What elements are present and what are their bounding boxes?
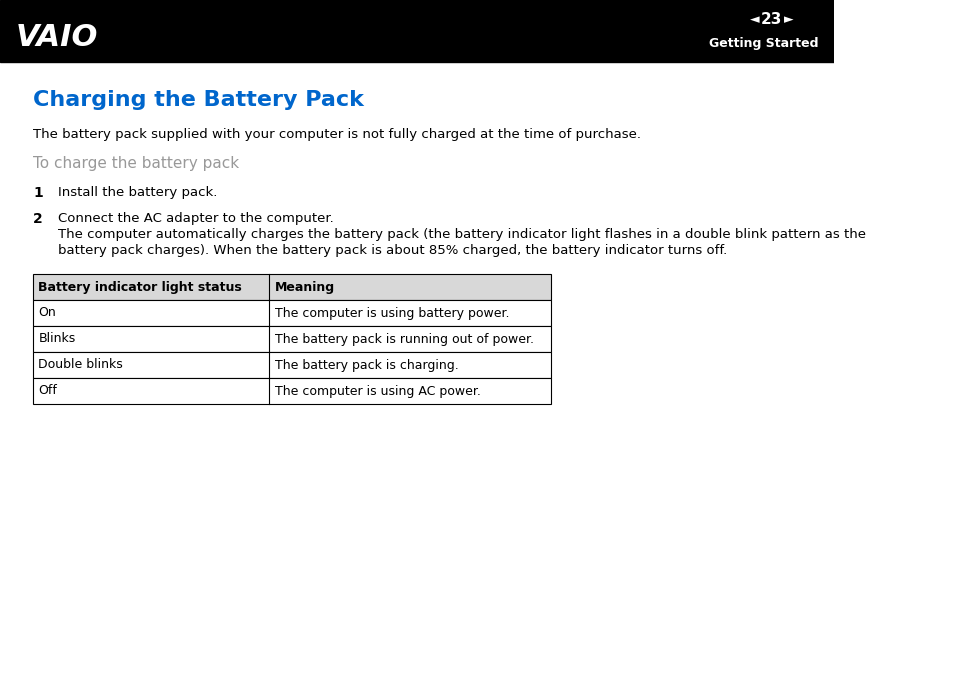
Text: The computer automatically charges the battery pack (the battery indicator light: The computer automatically charges the b… [57, 228, 864, 241]
Bar [33, 352, 550, 378]
Text: Battery indicator light status: Battery indicator light status [38, 280, 242, 293]
Text: Off: Off [38, 384, 57, 398]
Text: The computer is using battery power.: The computer is using battery power. [274, 307, 509, 319]
Text: The battery pack is running out of power.: The battery pack is running out of power… [274, 332, 533, 346]
Bar [33, 300, 550, 326]
Bar [0, 0, 833, 62]
Text: Meaning: Meaning [274, 280, 335, 293]
Text: The computer is using AC power.: The computer is using AC power. [274, 384, 480, 398]
Text: Charging the Battery Pack: Charging the Battery Pack [33, 90, 364, 110]
Text: ►: ► [783, 13, 793, 26]
Text: 2: 2 [33, 212, 43, 226]
Text: 23: 23 [760, 13, 781, 28]
Text: The battery pack is charging.: The battery pack is charging. [274, 359, 457, 371]
Text: Double blinks: Double blinks [38, 359, 123, 371]
Bar [33, 274, 550, 300]
Text: 1: 1 [33, 186, 43, 200]
Text: On: On [38, 307, 56, 319]
Text: Install the battery pack.: Install the battery pack. [57, 186, 217, 199]
Bar [33, 378, 550, 404]
Text: Getting Started: Getting Started [708, 38, 818, 51]
Bar [33, 326, 550, 352]
Text: ◄: ◄ [749, 13, 760, 26]
Text: Connect the AC adapter to the computer.: Connect the AC adapter to the computer. [57, 212, 334, 225]
Text: VAIO: VAIO [15, 24, 98, 53]
Text: To charge the battery pack: To charge the battery pack [33, 156, 239, 171]
Text: Blinks: Blinks [38, 332, 75, 346]
Text: battery pack charges). When the battery pack is about 85% charged, the battery i: battery pack charges). When the battery … [57, 244, 726, 257]
Text: The battery pack supplied with your computer is not fully charged at the time of: The battery pack supplied with your comp… [33, 128, 640, 141]
